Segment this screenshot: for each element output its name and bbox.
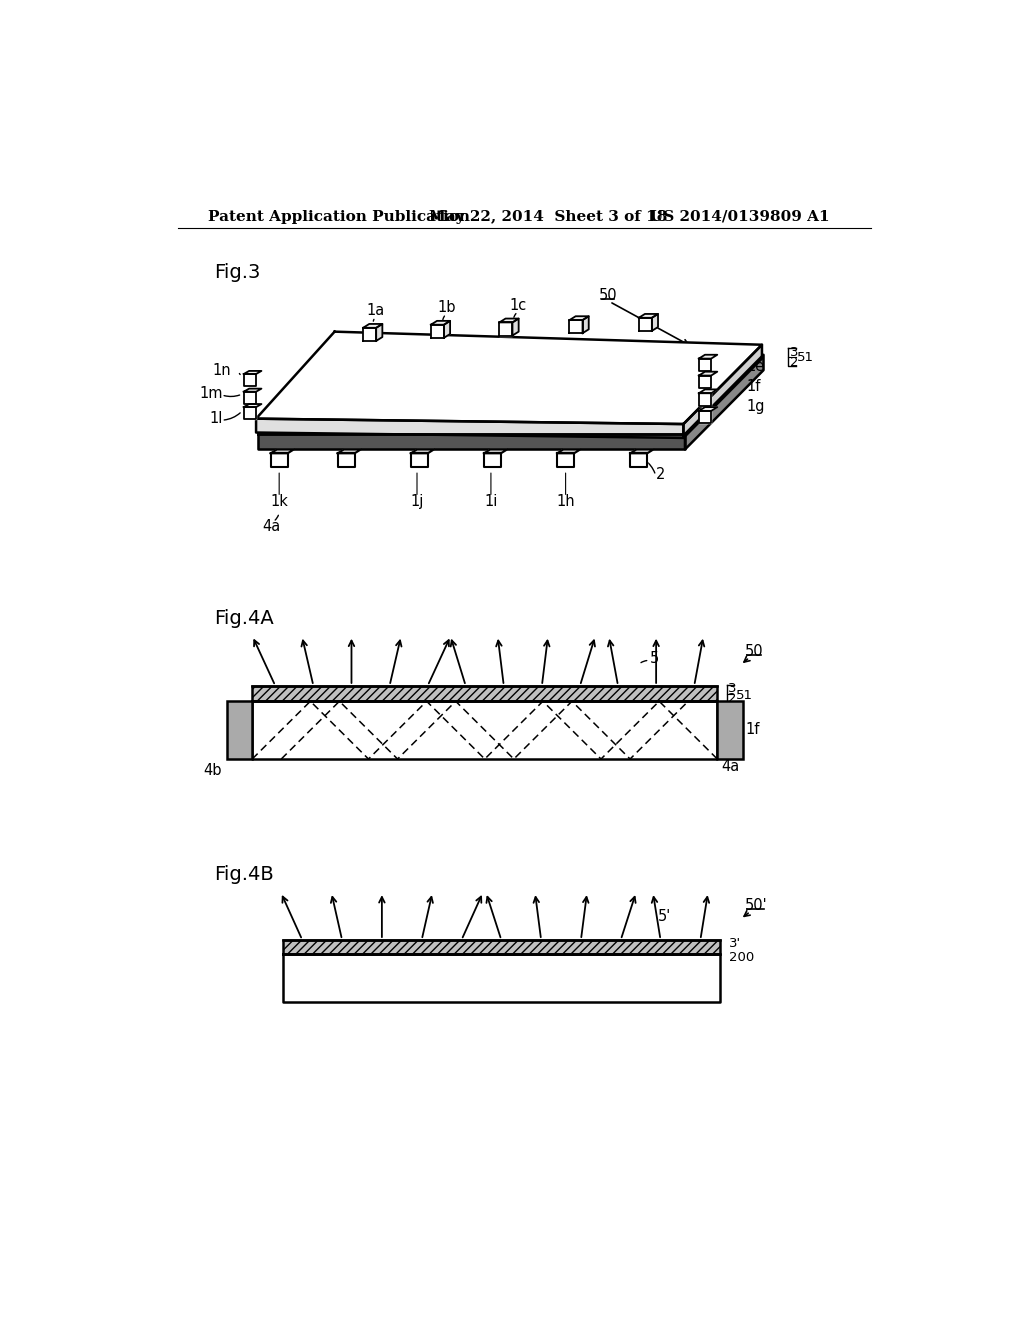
Polygon shape [270, 453, 288, 467]
Text: 3': 3' [729, 936, 741, 949]
Polygon shape [244, 371, 261, 374]
Text: 50: 50 [744, 644, 764, 659]
Text: Fig.4A: Fig.4A [214, 610, 273, 628]
Text: 2: 2 [790, 356, 798, 370]
Text: 2: 2 [728, 693, 736, 705]
Text: Fig.4B: Fig.4B [214, 865, 273, 884]
Polygon shape [244, 374, 256, 387]
Text: 2: 2 [655, 466, 665, 482]
Text: 1n: 1n [212, 363, 230, 378]
Polygon shape [444, 321, 451, 338]
Text: 1l: 1l [210, 411, 223, 426]
Polygon shape [639, 314, 658, 318]
Text: 1g: 1g [746, 399, 765, 414]
Polygon shape [685, 355, 764, 449]
Text: 4a: 4a [262, 519, 281, 535]
Polygon shape [557, 453, 574, 467]
Text: 1c: 1c [509, 298, 526, 313]
Text: 1f: 1f [745, 722, 760, 738]
Text: 51: 51 [798, 351, 814, 363]
Polygon shape [557, 449, 581, 453]
Polygon shape [431, 325, 444, 338]
Text: 1b: 1b [437, 300, 456, 315]
Polygon shape [698, 407, 717, 411]
Polygon shape [512, 318, 518, 335]
Polygon shape [698, 389, 717, 393]
Bar [226, 701, 252, 759]
Text: 5: 5 [650, 651, 659, 667]
Bar [283, 940, 720, 954]
Text: 51: 51 [736, 689, 753, 702]
Polygon shape [484, 453, 501, 467]
Polygon shape [652, 314, 658, 331]
Text: Fig.3: Fig.3 [214, 263, 260, 282]
Polygon shape [256, 418, 683, 438]
Polygon shape [583, 317, 589, 333]
Text: 1k: 1k [270, 494, 288, 508]
Bar [717, 701, 742, 759]
Text: 3: 3 [790, 346, 798, 359]
Polygon shape [698, 355, 717, 359]
Polygon shape [244, 407, 256, 420]
Text: 200: 200 [729, 952, 754, 964]
Polygon shape [500, 322, 512, 335]
Polygon shape [569, 317, 589, 321]
Text: Patent Application Publication: Patent Application Publication [208, 210, 470, 224]
Text: 50: 50 [599, 288, 617, 304]
Text: 4a: 4a [721, 759, 739, 775]
Polygon shape [244, 392, 256, 404]
Text: 50': 50' [744, 898, 767, 913]
Polygon shape [256, 331, 762, 424]
Text: 1j: 1j [411, 494, 424, 508]
Polygon shape [258, 434, 685, 449]
Polygon shape [338, 449, 360, 453]
Polygon shape [631, 449, 653, 453]
Polygon shape [364, 327, 376, 341]
Polygon shape [569, 321, 583, 333]
Text: 5': 5' [658, 909, 672, 924]
Polygon shape [484, 449, 507, 453]
Polygon shape [411, 449, 434, 453]
Text: May 22, 2014  Sheet 3 of 18: May 22, 2014 Sheet 3 of 18 [429, 210, 668, 224]
Polygon shape [338, 453, 354, 467]
Polygon shape [431, 321, 451, 325]
Polygon shape [698, 376, 711, 388]
Bar [252, 686, 717, 701]
Text: 1a: 1a [367, 304, 385, 318]
Polygon shape [252, 701, 717, 759]
Polygon shape [500, 318, 518, 322]
Polygon shape [244, 388, 261, 392]
Text: US 2014/0139809 A1: US 2014/0139809 A1 [650, 210, 829, 224]
Polygon shape [683, 345, 762, 438]
Polygon shape [364, 323, 382, 327]
Polygon shape [698, 411, 711, 424]
Text: 4b: 4b [204, 763, 222, 777]
Text: 3: 3 [728, 682, 736, 696]
Polygon shape [698, 372, 717, 376]
Text: 1e: 1e [746, 359, 765, 374]
Text: 1i: 1i [484, 494, 498, 508]
Polygon shape [283, 954, 720, 1002]
Text: 1m: 1m [200, 385, 223, 401]
Text: 1f: 1f [746, 379, 761, 393]
Polygon shape [698, 393, 711, 405]
Polygon shape [698, 359, 711, 371]
Text: 1h: 1h [556, 494, 574, 508]
Polygon shape [631, 453, 647, 467]
Text: 1d: 1d [731, 346, 750, 360]
Polygon shape [639, 318, 652, 331]
Polygon shape [376, 323, 382, 341]
Polygon shape [411, 453, 428, 467]
Polygon shape [270, 449, 294, 453]
Polygon shape [244, 404, 261, 407]
